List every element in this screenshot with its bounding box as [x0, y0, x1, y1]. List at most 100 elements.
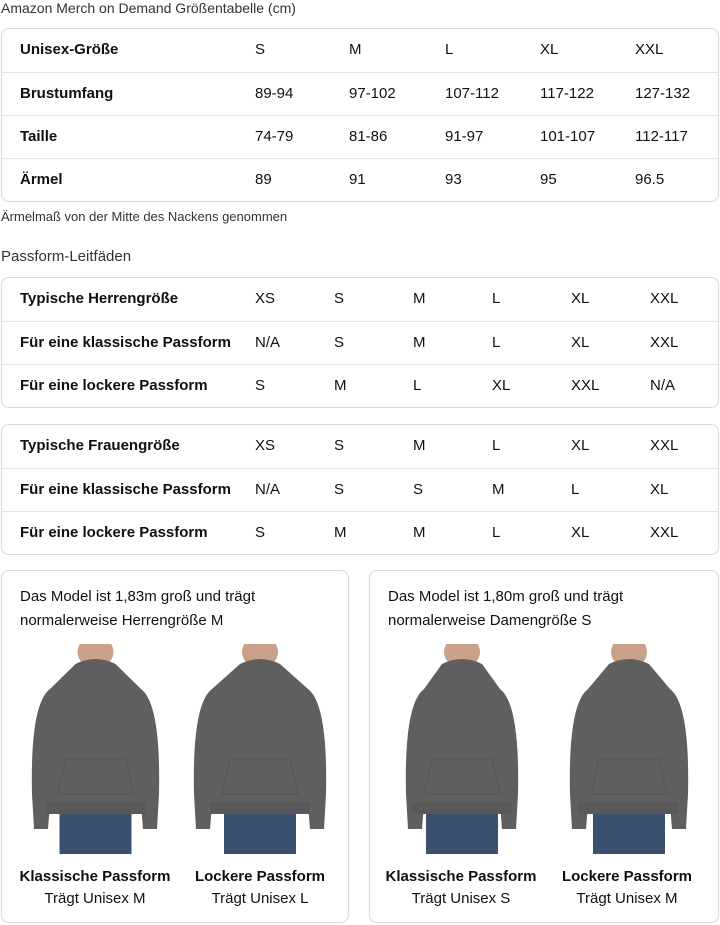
cell: M	[349, 41, 362, 58]
cell: L	[492, 437, 501, 454]
hoodie-model-picture	[193, 636, 327, 854]
head	[242, 636, 278, 668]
table-row: Unisex-Größe S M L XL XXL	[2, 29, 718, 72]
cell: 107-112	[445, 85, 499, 102]
cell: S	[334, 437, 345, 454]
hoodie	[193, 659, 327, 829]
cell: XL	[650, 481, 669, 498]
cell: M	[413, 524, 426, 541]
jeans	[224, 809, 296, 854]
row-label: Für eine lockere Passform	[20, 524, 208, 541]
hoodie-model-picture	[405, 636, 519, 854]
model-description: Das Model ist 1,80m groß und trägt norma…	[388, 588, 624, 629]
cell: XXL	[635, 41, 664, 58]
fit-wears: Trägt Unisex L	[211, 890, 309, 907]
jeans	[59, 809, 132, 854]
row-label: Für eine klassische Passform	[20, 334, 231, 351]
cell: S	[255, 524, 266, 541]
cell: 81-86	[349, 128, 388, 145]
size-chart-table: Unisex-Größe S M L XL XXL Brustumfang 89-94 97-1…	[1, 28, 719, 202]
cell: 91-97	[445, 128, 484, 145]
cell: XXL	[650, 437, 679, 454]
hoodie	[569, 659, 689, 829]
cell: XL	[492, 377, 511, 394]
cell: N/A	[650, 377, 676, 394]
row-label: Unisex-Größe	[20, 41, 119, 58]
cell: S	[334, 481, 345, 498]
cell: XL	[571, 524, 590, 541]
cell: 97-102	[349, 85, 396, 102]
hoodie-waistband	[579, 802, 679, 814]
table-row: Für eine lockere Passform S M L XL XXL N/A	[2, 364, 718, 407]
fit-label: Lockere Passform Trägt Unisex M	[542, 866, 712, 910]
hoodie-model-picture	[31, 636, 160, 854]
table-row: Typische Frauengröße XS S M L XL XXL	[2, 425, 718, 468]
cell: 95	[540, 171, 557, 188]
row-label: Für eine klassische Passform	[20, 481, 231, 498]
hoodie	[405, 659, 519, 829]
table-row: Taille 74-79 81-86 91-97 101-107 112-117	[2, 115, 718, 158]
head	[611, 636, 647, 668]
cell: XL	[571, 334, 590, 351]
cell: L	[492, 334, 501, 351]
cell: N/A	[255, 334, 281, 351]
cell: M	[334, 524, 347, 541]
fit-wears: Trägt Unisex M	[44, 890, 146, 907]
cell: XL	[571, 437, 590, 454]
men-fit-table: Typische Herrengröße XS S M L XL XXL Für eine k…	[1, 277, 719, 408]
hoodie-model-picture	[569, 636, 689, 854]
head	[77, 636, 114, 668]
table-row: Für eine klassische Passform N/A S M L XL XXL	[2, 321, 718, 364]
hoodie-pocket	[221, 758, 299, 795]
cell: XXL	[650, 524, 679, 541]
women-classic-fit-image	[402, 636, 522, 859]
men-classic-fit-image	[28, 636, 163, 859]
cell: L	[413, 377, 422, 394]
cell: L	[492, 524, 501, 541]
cell: M	[413, 334, 426, 351]
row-label: Brustumfang	[20, 85, 114, 102]
cell: XXL	[571, 377, 600, 394]
fit-guides-title: Passform-Leitfäden	[1, 248, 132, 265]
cell: S	[255, 377, 266, 394]
cell: L	[445, 41, 454, 58]
head	[444, 636, 480, 668]
row-label: Typische Frauengröße	[20, 437, 180, 454]
row-label: Taille	[20, 128, 58, 145]
cell: M	[492, 481, 505, 498]
table-row: Typische Herrengröße XS S M L XL XXL	[2, 278, 718, 321]
cell: XS	[255, 290, 276, 307]
women-model-card: Das Model ist 1,80m groß und trägt norma…	[369, 570, 719, 923]
cell: XXL	[650, 290, 679, 307]
size-chart-title: Amazon Merch on Demand Größentabelle (cm…	[1, 0, 296, 16]
table-row: Ärmel 89 91 93 95 96.5	[2, 158, 718, 201]
model-description: Das Model ist 1,83m groß und trägt norma…	[20, 588, 256, 629]
cell: 91	[349, 171, 366, 188]
cell: 93	[445, 171, 462, 188]
fit-name: Klassische Passform	[19, 868, 171, 885]
sleeve-note: Ärmelmaß von der Mitte des Nackens genom…	[1, 209, 288, 224]
jeans	[593, 809, 665, 854]
cell: S	[334, 334, 345, 351]
women-fit-table: Typische Frauengröße XS S M L XL XXL Für eine k…	[1, 424, 719, 555]
hoodie-pocket	[423, 758, 501, 795]
cell: 89-94	[255, 85, 294, 102]
cell: 96.5	[635, 171, 665, 188]
men-loose-fit-image	[190, 636, 330, 859]
row-label: Typische Herrengröße	[20, 290, 179, 307]
table-row: Brustumfang 89-94 97-102 107-112 117-122 127-…	[2, 72, 718, 115]
fit-label: Lockere Passform Trägt Unisex L	[175, 866, 345, 910]
hoodie-waistband	[412, 802, 512, 814]
women-loose-fit-image	[566, 636, 692, 859]
row-label: Für eine lockere Passform	[20, 377, 208, 394]
fit-name: Klassische Passform	[385, 868, 537, 885]
cell: 127-132	[635, 85, 691, 102]
cell: 101-107	[540, 128, 596, 145]
fit-wears: Trägt Unisex S	[411, 890, 511, 907]
cell: XL	[571, 290, 590, 307]
hoodie-pocket	[590, 758, 668, 795]
fit-name: Lockere Passform	[561, 868, 693, 885]
cell: XL	[540, 41, 559, 58]
fit-label: Klassische Passform Trägt Unisex S	[376, 866, 546, 910]
fit-name: Lockere Passform	[194, 868, 326, 885]
